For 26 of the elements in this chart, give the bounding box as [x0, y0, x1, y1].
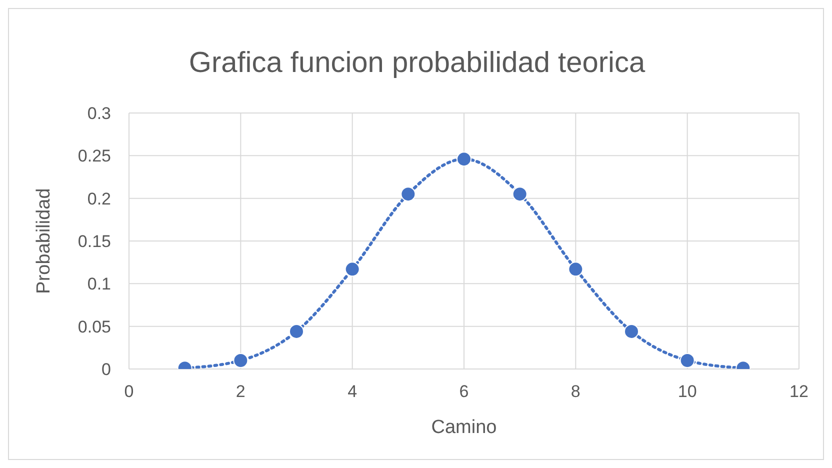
x-tick-label: 6 [459, 382, 469, 402]
y-tick-label: 0.05 [78, 317, 111, 336]
x-tick-label: 8 [570, 382, 580, 402]
y-tick-label: 0.2 [87, 189, 111, 208]
point [512, 186, 528, 202]
point [400, 186, 416, 202]
x-tick-label: 0 [124, 382, 134, 402]
chart-title: Grafica funcion probabilidad teorica [188, 47, 646, 80]
y-tick-label: 0 [102, 360, 111, 380]
y-tick-label: 0.1 [87, 274, 111, 294]
point [344, 262, 360, 277]
y-axis-title: Probabilidad [34, 188, 55, 294]
x-tick-label: 4 [348, 382, 358, 402]
x-tick-label: 12 [790, 382, 808, 402]
point [568, 262, 584, 277]
point [233, 352, 248, 368]
point [680, 352, 695, 368]
x-axis-title: Camino [431, 417, 497, 438]
x-tick-label: 10 [678, 382, 697, 402]
y-tick-label: 0.25 [78, 146, 111, 166]
point [624, 324, 639, 339]
point [289, 324, 304, 339]
y-tick-label: 0.3 [87, 104, 111, 124]
x-tick-label: 2 [236, 382, 246, 402]
y-tick-label: 0.15 [78, 232, 111, 252]
point [456, 152, 472, 167]
